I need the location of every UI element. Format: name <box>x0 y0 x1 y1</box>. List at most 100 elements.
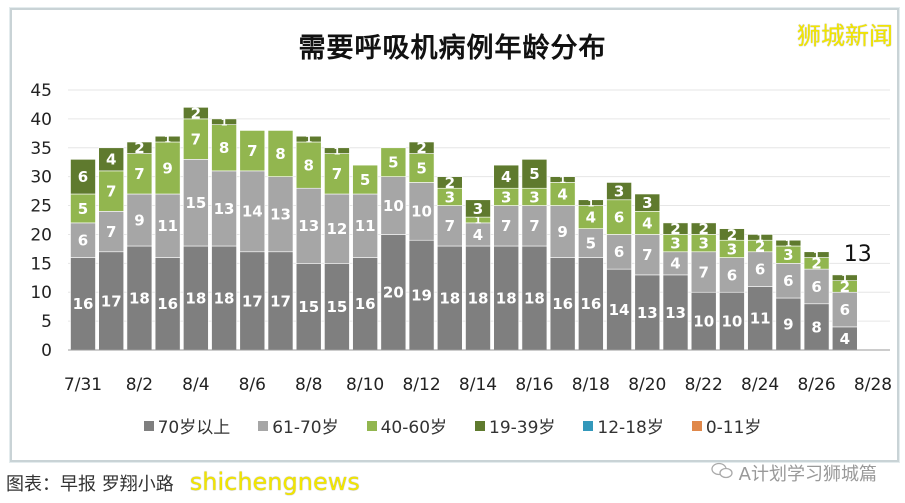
legend-swatch <box>583 420 594 431</box>
bar-segment <box>606 199 632 235</box>
data-label: 14 <box>242 203 263 221</box>
data-label: 18 <box>439 289 460 307</box>
data-label: 18 <box>468 289 489 307</box>
bar-segment <box>352 257 378 351</box>
bar-segment <box>803 251 830 258</box>
y-tick-label: 10 <box>30 283 52 303</box>
data-label: 16 <box>73 295 94 313</box>
data-label: 13 <box>214 200 235 218</box>
bar-segment <box>295 187 322 264</box>
bar-segment <box>493 205 520 247</box>
bar-segment <box>380 234 407 351</box>
bar-segment <box>98 147 125 172</box>
legend-label: 19-39岁 <box>489 418 556 438</box>
data-label: 10 <box>383 197 404 215</box>
bar-segment <box>719 257 745 293</box>
bar-segment <box>183 107 209 120</box>
bar-segment <box>239 130 266 172</box>
bar-segment <box>493 245 520 351</box>
data-label: 14 <box>609 301 630 319</box>
bar-segment <box>719 291 745 351</box>
legend-swatch <box>475 420 486 431</box>
data-label: 2 <box>727 226 737 244</box>
data-label: 6 <box>614 243 624 261</box>
y-tick-label: 0 <box>41 341 52 361</box>
bar-segment <box>239 170 266 253</box>
data-label: 7 <box>445 217 455 235</box>
wechat-icon <box>711 462 733 485</box>
bar-segment <box>436 176 463 189</box>
data-label: 16 <box>552 295 573 313</box>
bar-segment <box>380 147 407 177</box>
data-label: 3 <box>501 188 511 206</box>
data-label: 18 <box>214 289 235 307</box>
credit-text: 图表：早报 罗翔小路 <box>6 474 174 495</box>
data-label: 8 <box>275 145 285 163</box>
bar-segment <box>549 205 576 258</box>
bar-segment <box>747 251 773 287</box>
data-label: 10 <box>411 203 432 221</box>
bar-segment <box>98 251 125 351</box>
bar-segment <box>267 130 294 177</box>
y-tick-label: 45 <box>30 81 52 101</box>
bar-segment <box>98 170 125 212</box>
data-label: 1 <box>841 273 848 284</box>
data-label: 3 <box>473 200 483 218</box>
data-label: 3 <box>727 240 737 258</box>
legend-item: 19-39岁 <box>475 413 555 438</box>
x-tick-label: 8/22 <box>685 375 723 395</box>
data-label: 6 <box>755 261 765 279</box>
x-tick-label: 8/20 <box>628 375 666 395</box>
data-label: 10 <box>693 313 714 331</box>
y-tick-label: 35 <box>30 139 52 159</box>
data-label: 7 <box>134 165 144 183</box>
x-tick-label: 8/16 <box>515 375 553 395</box>
bar-segment <box>408 182 435 241</box>
bar-segment <box>521 245 548 351</box>
data-label: 2 <box>670 220 680 238</box>
bar-segment <box>465 199 491 218</box>
bar-segment <box>465 245 491 351</box>
bar-segment <box>70 257 96 351</box>
data-label: 6 <box>727 266 737 284</box>
data-label: 7 <box>529 217 539 235</box>
bar-segment <box>719 228 745 241</box>
bar-segment <box>549 176 576 183</box>
data-label: 5 <box>529 165 539 183</box>
data-label: 7 <box>106 183 116 201</box>
bar-segment <box>324 193 350 264</box>
bar-segment <box>606 268 632 351</box>
x-tick-label: 8/28 <box>854 375 892 395</box>
bar-segment <box>324 263 350 351</box>
bar-segment <box>267 251 294 351</box>
data-label: 16 <box>580 295 601 313</box>
data-label: 6 <box>78 232 88 250</box>
x-tick-label: 7/31 <box>64 375 102 395</box>
data-label: 4 <box>586 209 596 227</box>
bar-segment <box>126 245 153 351</box>
data-label: 11 <box>355 217 376 235</box>
legend-item: 0-11岁 <box>691 413 761 438</box>
x-tick-label: 8/8 <box>295 375 322 395</box>
data-label: 1 <box>164 135 171 146</box>
data-label: 1 <box>587 198 594 209</box>
bar-segment <box>183 245 209 351</box>
data-label: 1 <box>475 216 482 227</box>
bar-segment <box>98 211 125 253</box>
y-tick-label: 5 <box>41 312 52 332</box>
bar-segment <box>295 263 322 351</box>
data-label: 18 <box>496 289 517 307</box>
bar-segment <box>578 228 604 258</box>
data-label: 9 <box>162 159 172 177</box>
bar-segment <box>662 222 689 235</box>
data-label: 15 <box>185 194 206 212</box>
data-label: 15 <box>326 298 347 316</box>
data-label: 13 <box>665 304 686 322</box>
data-label: 4 <box>106 151 116 169</box>
bar-segment <box>521 159 548 189</box>
data-label: 7 <box>247 142 257 160</box>
data-label: 1 <box>305 135 312 146</box>
data-label: 3 <box>670 235 680 253</box>
legend-swatch <box>691 420 702 431</box>
data-label: 10 <box>721 313 742 331</box>
